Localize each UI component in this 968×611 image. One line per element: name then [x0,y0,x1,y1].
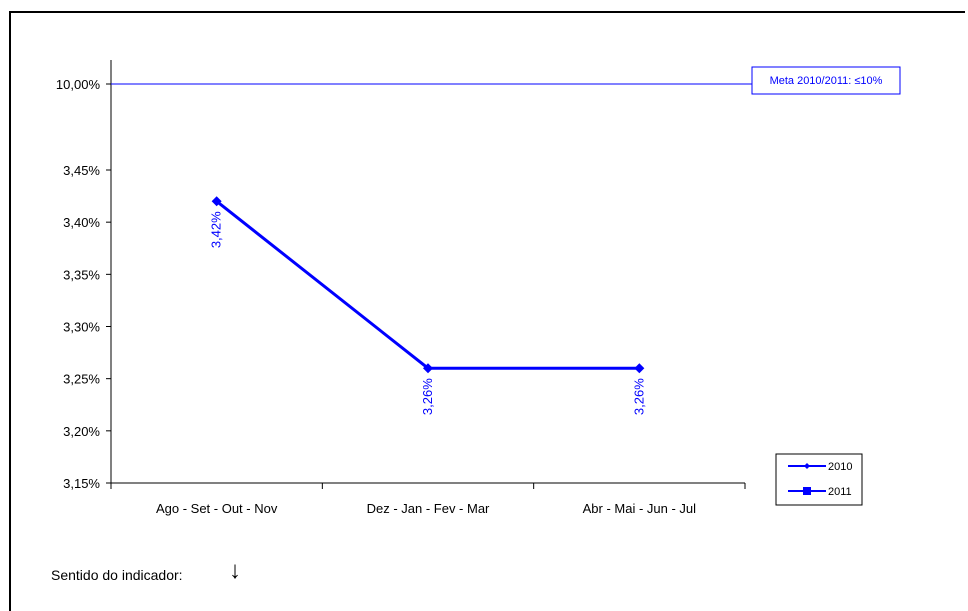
down-arrow-icon: ↓ [229,557,241,584]
y-tick-label: 3,20% [63,424,100,439]
target-tick-label: 10,00% [56,77,101,92]
series-2010-point [423,363,433,374]
series-2010-data-label: 3,42% [209,211,224,248]
series-2010-line [215,200,640,370]
series-2010-point [211,196,222,207]
y-tick-label: 3,35% [63,267,100,282]
series-2010-point [634,363,645,374]
x-tick-label: Dez - Jan - Fev - Mar [367,501,490,516]
y-tick-label: 3,45% [63,163,100,178]
target-label: Meta 2010/2011: ≤10% [770,75,883,87]
indicator-direction-label: Sentido do indicador: [51,567,183,583]
y-tick-label: 3,40% [63,215,100,230]
legend-2010-marker [804,463,810,469]
x-tick-label: Abr - Mai - Jun - Jul [583,501,697,516]
series-2010-data-label: 3,26% [631,378,646,415]
legend-2011-marker [803,487,811,495]
y-tick-label: 3,15% [63,476,100,491]
chart-frame [9,11,965,611]
series-2010-data-label: 3,26% [420,378,435,415]
x-tick-label: Ago - Set - Out - Nov [156,501,278,516]
y-tick-label: 3,25% [63,372,100,387]
target-label-box [751,66,901,95]
legend-2011-label: 2011 [828,486,852,498]
legend-2010-label: 2010 [828,461,852,473]
legend-box [775,453,863,506]
y-tick-label: 3,30% [63,320,100,335]
